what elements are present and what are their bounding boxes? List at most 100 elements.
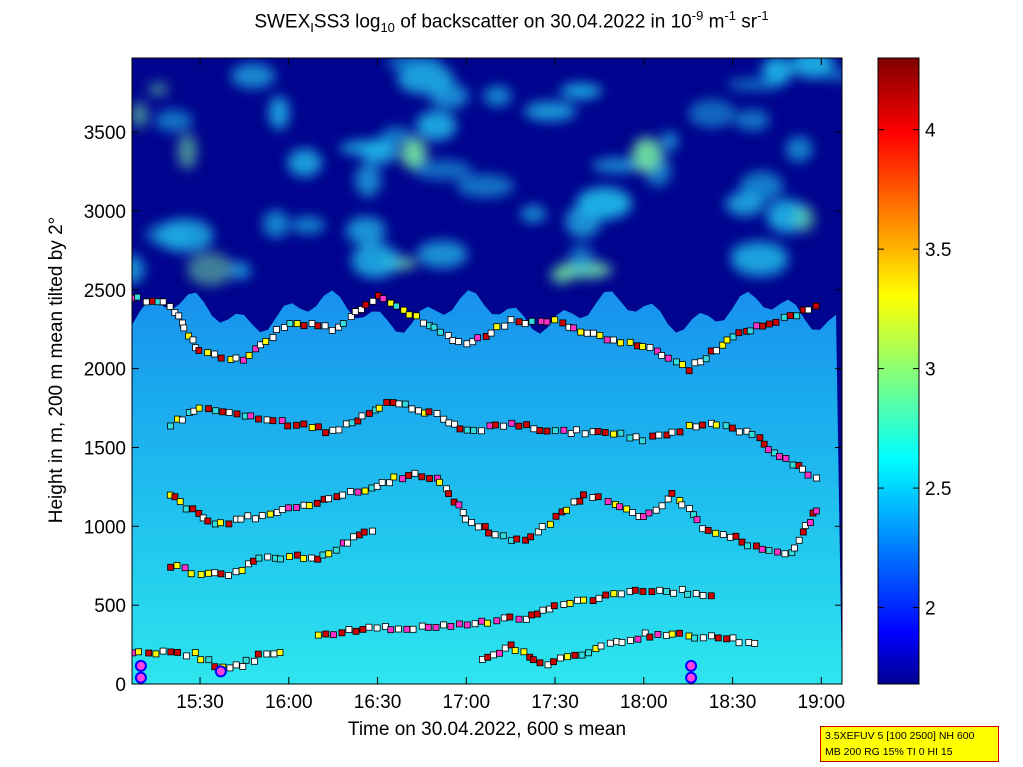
trace-marker [293, 320, 301, 328]
trace-marker [538, 317, 545, 325]
trace-marker [300, 420, 308, 428]
trace-marker [552, 512, 560, 520]
info-line-1: 3.5XEFUV 5 [100 2500] NH 600 [825, 730, 975, 742]
trace-marker [167, 422, 175, 430]
trace-marker [793, 312, 801, 320]
trace-marker [729, 634, 737, 642]
trace-marker [590, 329, 597, 337]
trace-marker [344, 539, 351, 547]
trace-marker [678, 586, 686, 593]
trace-marker [445, 490, 452, 498]
trace-marker [664, 495, 672, 503]
trace-marker [242, 656, 250, 664]
cloud-patch [400, 137, 427, 170]
trace-marker [191, 649, 199, 656]
trace-marker [631, 586, 639, 594]
trace-marker [639, 588, 647, 595]
special-marker [214, 665, 227, 678]
cloud-patch [734, 109, 770, 131]
trace-marker [617, 429, 625, 437]
trace-marker [181, 564, 189, 572]
trace-marker [180, 324, 188, 332]
cloud-patch [397, 63, 454, 95]
trace-marker [308, 554, 316, 562]
trace-marker [142, 298, 150, 306]
trace-marker [760, 440, 768, 448]
trace-marker [714, 634, 722, 642]
trace-marker [658, 352, 666, 359]
trace-marker [468, 519, 476, 526]
trace-marker [387, 299, 395, 307]
trace-marker [339, 320, 347, 328]
trace-marker [751, 640, 759, 647]
trace-marker [580, 491, 587, 499]
trace-marker [328, 326, 336, 334]
trace-marker [486, 422, 494, 430]
trace-marker [347, 313, 355, 321]
trace-marker [595, 594, 603, 602]
trace-marker [748, 431, 756, 438]
trace-marker [171, 493, 179, 501]
special-marker [685, 659, 698, 672]
trace-marker [484, 653, 492, 661]
trace-marker [451, 420, 459, 428]
trace-marker [786, 312, 794, 320]
trace-marker [735, 428, 743, 436]
trace-marker [455, 620, 463, 628]
trace-marker [686, 505, 693, 512]
x-tick-label: 15:30 [176, 692, 224, 713]
trace-marker [322, 429, 330, 437]
trace-marker [522, 536, 529, 544]
trace-marker [205, 405, 212, 413]
trace-marker [424, 623, 432, 631]
trace-marker [563, 506, 570, 514]
trace-marker [359, 626, 367, 633]
trace-marker [704, 527, 712, 534]
trace-marker [244, 512, 252, 520]
trace-marker [263, 650, 271, 658]
cloud-patch [187, 252, 234, 286]
trace-marker [300, 322, 308, 330]
trace-marker [266, 510, 274, 518]
trace-marker [493, 617, 501, 625]
trace-marker [461, 515, 469, 523]
cloud-patch [524, 101, 577, 122]
cloud-patch [822, 69, 842, 82]
trace-marker [530, 656, 537, 664]
trace-marker [692, 423, 700, 431]
trace-marker [347, 488, 354, 495]
x-axis-label: Time on 30.04.2022, 600 s mean [348, 719, 626, 740]
trace-marker [217, 354, 225, 362]
trace-marker [617, 339, 624, 347]
trace-marker [478, 427, 485, 435]
trace-marker [699, 525, 707, 533]
trace-marker [499, 532, 507, 540]
trace-marker [551, 427, 559, 435]
trace-marker [216, 519, 224, 527]
y-tick-label: 3500 [84, 123, 126, 144]
cloud-patch [386, 58, 442, 72]
trace-marker [550, 658, 557, 666]
trace-marker [145, 649, 153, 657]
trace-marker [134, 293, 141, 301]
trace-marker [325, 550, 333, 558]
trace-marker [654, 631, 662, 638]
trace-marker [395, 400, 403, 408]
trace-marker [564, 653, 571, 661]
cloud-patch [661, 131, 679, 151]
special-markers [134, 659, 698, 684]
trace-marker [339, 491, 347, 499]
trace-marker [167, 563, 175, 571]
colorbar-ticks: 2 2.5 3 3.5 4 [878, 121, 951, 620]
trace-marker [776, 453, 783, 460]
trace-marker [577, 328, 585, 336]
trace-marker [523, 615, 530, 623]
trace-marker [485, 529, 493, 537]
cloud-patch [591, 158, 644, 173]
trace-marker [507, 641, 515, 649]
cloud-patch [262, 210, 290, 238]
trace-marker [684, 590, 691, 598]
trace-marker [189, 505, 197, 513]
cloud-patch [794, 205, 816, 233]
